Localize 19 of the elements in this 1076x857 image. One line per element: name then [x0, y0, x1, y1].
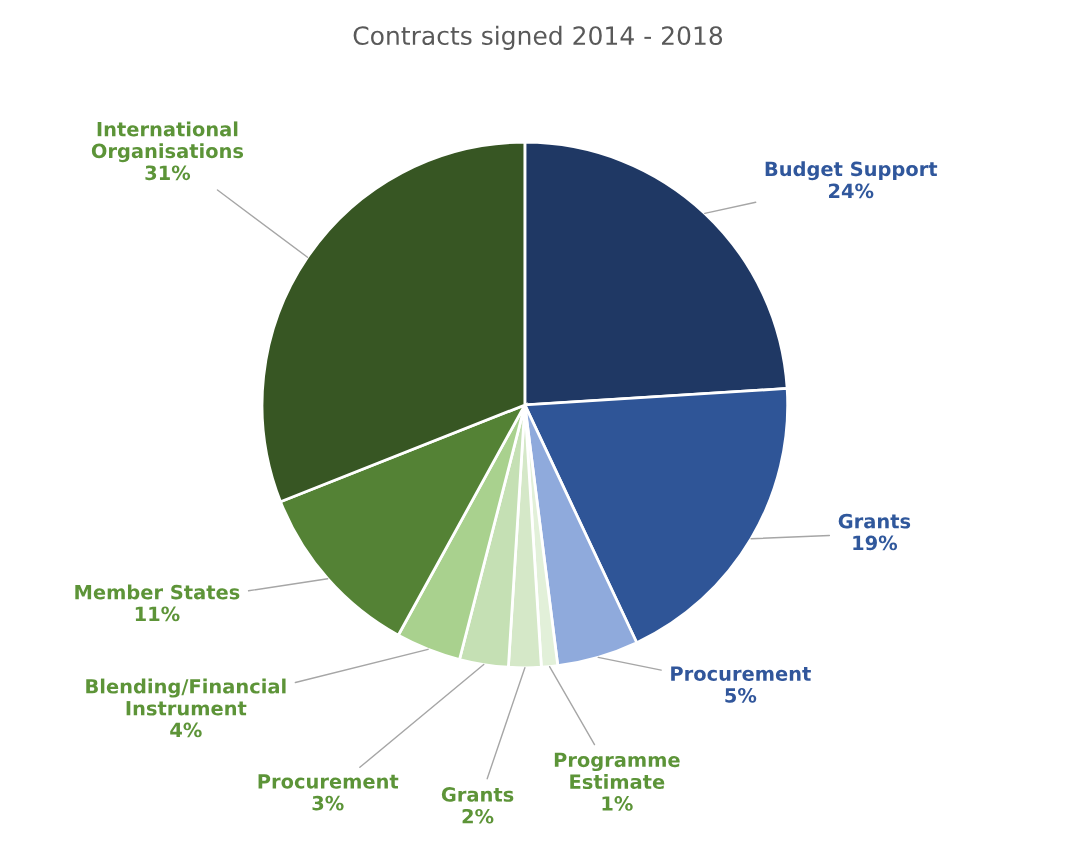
slice-label: Programme Estimate — [554, 752, 680, 790]
data-label: 31% — [145, 165, 191, 181]
slice-label: Grants — [441, 787, 514, 802]
data-label: 24% — [829, 183, 874, 199]
chart-title: Contracts signed 2014 - 2018 — [353, 25, 723, 50]
data-label: 2% — [462, 808, 494, 824]
data-label: 3% — [312, 795, 344, 811]
data-label: 19% — [853, 535, 898, 551]
data-label: 4% — [170, 722, 202, 738]
slice-label: International Organisations — [91, 121, 244, 163]
slice-label: Blending/Financial Instrument — [86, 678, 286, 716]
slice-label: Member States — [75, 584, 240, 600]
data-label: 1% — [602, 796, 633, 811]
slice-label: Budget Support — [765, 161, 938, 181]
slice-label: Grants — [838, 513, 911, 529]
slice-label: Procurement — [671, 666, 811, 681]
data-label: 5% — [725, 687, 757, 703]
data-label: 11% — [135, 606, 180, 622]
slice-label: Procurement — [258, 774, 399, 789]
